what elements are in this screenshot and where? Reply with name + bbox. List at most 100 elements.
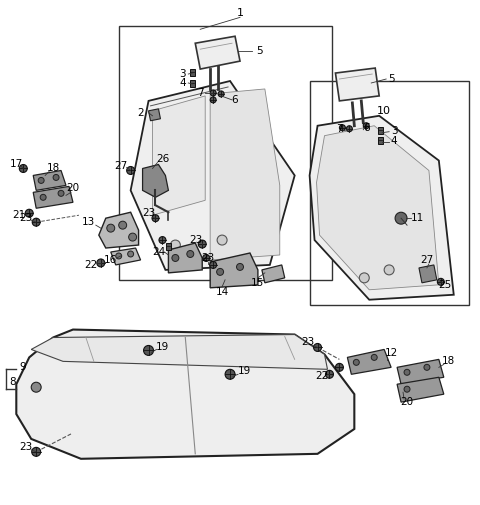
Text: 23: 23 bbox=[202, 253, 215, 263]
Text: 6: 6 bbox=[232, 95, 239, 105]
Text: 24: 24 bbox=[152, 247, 165, 257]
Circle shape bbox=[187, 250, 194, 258]
Text: 16: 16 bbox=[104, 255, 118, 265]
Circle shape bbox=[210, 90, 216, 96]
Polygon shape bbox=[348, 349, 391, 374]
Circle shape bbox=[25, 209, 33, 217]
Text: 22: 22 bbox=[315, 371, 328, 381]
Circle shape bbox=[144, 345, 154, 356]
Polygon shape bbox=[210, 89, 280, 260]
Polygon shape bbox=[153, 96, 205, 215]
Polygon shape bbox=[262, 265, 285, 283]
Text: 23: 23 bbox=[190, 235, 203, 245]
Circle shape bbox=[395, 212, 407, 224]
Circle shape bbox=[172, 255, 179, 262]
Text: 15: 15 bbox=[251, 278, 264, 288]
Text: 3: 3 bbox=[391, 126, 397, 136]
Circle shape bbox=[210, 97, 216, 103]
Polygon shape bbox=[419, 265, 437, 283]
Circle shape bbox=[347, 126, 352, 132]
Bar bbox=[378, 127, 383, 134]
Polygon shape bbox=[33, 171, 66, 190]
Circle shape bbox=[40, 194, 46, 200]
Polygon shape bbox=[31, 334, 327, 369]
Circle shape bbox=[217, 235, 227, 245]
Circle shape bbox=[159, 237, 166, 243]
Text: 22: 22 bbox=[84, 260, 97, 270]
Circle shape bbox=[198, 240, 206, 248]
Circle shape bbox=[313, 343, 322, 351]
Circle shape bbox=[107, 224, 115, 232]
Circle shape bbox=[384, 265, 394, 275]
Polygon shape bbox=[195, 36, 240, 69]
Text: 23: 23 bbox=[20, 213, 33, 223]
Polygon shape bbox=[148, 109, 160, 121]
Polygon shape bbox=[310, 116, 454, 300]
Polygon shape bbox=[168, 243, 202, 273]
Text: 23: 23 bbox=[301, 337, 314, 347]
Circle shape bbox=[218, 91, 224, 97]
Text: 19: 19 bbox=[237, 366, 251, 376]
Polygon shape bbox=[131, 81, 295, 270]
Circle shape bbox=[210, 262, 216, 268]
Text: 5: 5 bbox=[257, 46, 263, 56]
Text: 13: 13 bbox=[82, 217, 96, 227]
Circle shape bbox=[216, 268, 224, 275]
Circle shape bbox=[58, 190, 64, 196]
Circle shape bbox=[339, 125, 346, 131]
Circle shape bbox=[336, 364, 343, 371]
Text: 25: 25 bbox=[438, 280, 451, 290]
Polygon shape bbox=[33, 186, 73, 208]
Text: 8: 8 bbox=[9, 377, 16, 387]
Circle shape bbox=[97, 259, 105, 267]
Circle shape bbox=[203, 255, 210, 262]
Circle shape bbox=[128, 251, 133, 257]
Circle shape bbox=[363, 123, 369, 129]
Circle shape bbox=[119, 221, 127, 229]
Circle shape bbox=[32, 218, 40, 226]
Circle shape bbox=[404, 386, 410, 392]
Text: 2: 2 bbox=[137, 108, 144, 118]
Circle shape bbox=[170, 240, 180, 250]
Text: 19: 19 bbox=[156, 342, 169, 352]
Bar bbox=[190, 69, 195, 76]
Text: 4: 4 bbox=[391, 136, 397, 145]
Text: 23: 23 bbox=[20, 442, 33, 452]
Polygon shape bbox=[16, 330, 354, 459]
Circle shape bbox=[237, 264, 243, 270]
Polygon shape bbox=[397, 360, 444, 384]
Circle shape bbox=[152, 215, 159, 222]
Circle shape bbox=[437, 278, 444, 285]
Text: 7: 7 bbox=[336, 124, 343, 134]
Polygon shape bbox=[99, 212, 139, 248]
Polygon shape bbox=[336, 68, 379, 101]
Circle shape bbox=[19, 165, 27, 173]
Polygon shape bbox=[397, 377, 444, 402]
Circle shape bbox=[129, 233, 137, 241]
Circle shape bbox=[360, 273, 369, 283]
Text: 7: 7 bbox=[197, 88, 204, 98]
Text: 17: 17 bbox=[10, 159, 23, 169]
Bar bbox=[310, 81, 468, 305]
Text: 6: 6 bbox=[363, 123, 370, 133]
Polygon shape bbox=[210, 253, 258, 288]
Polygon shape bbox=[111, 248, 141, 265]
Circle shape bbox=[116, 253, 122, 259]
Circle shape bbox=[325, 370, 334, 378]
Text: 9: 9 bbox=[19, 362, 26, 372]
Circle shape bbox=[353, 360, 360, 365]
Text: 26: 26 bbox=[156, 154, 169, 164]
Polygon shape bbox=[143, 165, 168, 197]
Text: 23: 23 bbox=[142, 208, 155, 218]
Text: 14: 14 bbox=[216, 287, 229, 297]
Text: 3: 3 bbox=[179, 69, 186, 79]
Text: 4: 4 bbox=[179, 78, 186, 88]
Text: 27: 27 bbox=[420, 255, 433, 265]
Bar bbox=[190, 80, 195, 87]
Circle shape bbox=[371, 355, 377, 361]
Text: 10: 10 bbox=[377, 106, 391, 116]
Text: 20: 20 bbox=[400, 397, 414, 407]
Polygon shape bbox=[316, 126, 439, 290]
Text: 21: 21 bbox=[12, 210, 26, 220]
Bar bbox=[167, 243, 171, 250]
